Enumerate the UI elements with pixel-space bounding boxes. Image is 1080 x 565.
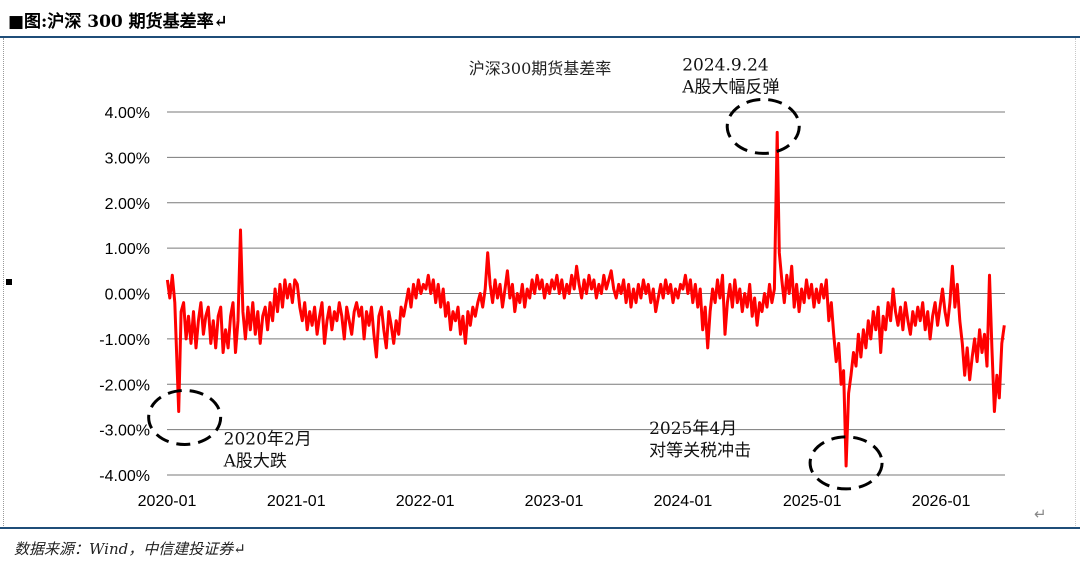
annotation-circles: [147, 97, 884, 491]
y-tick-label: 3.00%: [105, 150, 150, 167]
chart-title: 沪深300期货基差率: [469, 59, 612, 78]
x-axis-ticks: 2020-01 2021-01 2022-01 2023-01 2024-01 2025-…: [138, 493, 971, 510]
source-note: 数据来源：Wind，中信建投证券↵: [14, 540, 246, 558]
header-rule: [0, 36, 1080, 38]
annotation-label: 2020年2月: [224, 429, 312, 449]
y-tick-label: -4.00%: [99, 468, 150, 485]
y-tick-label: -3.00%: [99, 423, 150, 440]
x-tick-label: 2025-01: [783, 493, 842, 510]
x-tick-label: 2024-01: [654, 493, 713, 510]
annotation-label: 2025年4月: [649, 419, 737, 439]
annotation-label: 2024.9.24: [682, 55, 769, 75]
footer-rule: [0, 527, 1080, 529]
figure-title: ■图:沪深 300 期货基差率↵: [8, 12, 228, 32]
series-line: [165, 130, 1006, 468]
frame-left-border: [3, 38, 4, 528]
x-tick-label: 2023-01: [525, 493, 584, 510]
series-layer: [165, 130, 1006, 468]
y-tick-label: -2.00%: [99, 377, 150, 394]
frame-right-border: [1075, 38, 1076, 528]
y-tick-label: 2.00%: [105, 196, 150, 213]
return-mark: ↵: [1034, 505, 1047, 523]
annotation-label: A股大幅反弹: [681, 77, 779, 97]
y-tick-label: -1.00%: [99, 332, 150, 349]
gridlines: [167, 111, 1005, 476]
x-tick-label: 2020-01: [138, 493, 197, 510]
side-bullet-marker: [6, 279, 12, 285]
basis-rate-chart: 4.00% 3.00% 2.00% 1.00% 0.00% -1.00% -2.00% -3.…: [99, 55, 1006, 510]
x-tick-label: 2021-01: [267, 493, 326, 510]
annotation-circle: [808, 435, 884, 491]
y-tick-label: 0.00%: [105, 287, 150, 304]
annotation-circle: [725, 97, 801, 155]
annotation-label: A股大跌: [223, 451, 287, 471]
x-tick-label: 2022-01: [396, 493, 455, 510]
annotation-label: 对等关税冲击: [649, 441, 751, 461]
figure-header: ■图:沪深 300 期货基差率↵: [0, 0, 1080, 38]
y-tick-label: 4.00%: [105, 105, 150, 122]
y-axis-ticks: 4.00% 3.00% 2.00% 1.00% 0.00% -1.00% -2.00% -3.…: [99, 105, 150, 485]
x-tick-label: 2026-01: [912, 493, 971, 510]
annotation-circle: [147, 388, 223, 446]
y-tick-label: 1.00%: [105, 241, 150, 258]
